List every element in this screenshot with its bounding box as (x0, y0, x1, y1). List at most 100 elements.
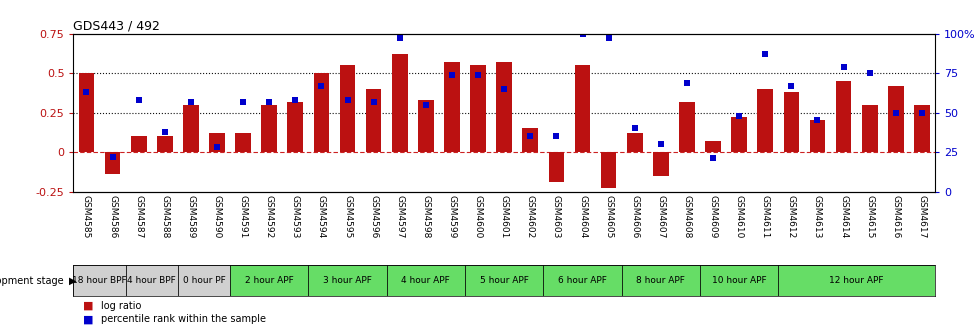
Bar (652, 152, 668, 176)
Text: log ratio: log ratio (101, 301, 141, 311)
Point (652, 141, 668, 147)
Bar (887, 86, 903, 152)
Text: percentile rank within the sample: percentile rank within the sample (101, 314, 266, 324)
Point (313, 83, 329, 88)
Text: GSM4610: GSM4610 (734, 195, 743, 239)
Point (574, 31, 590, 36)
Text: 6 hour APF: 6 hour APF (557, 276, 606, 285)
Text: 18 hour BPF: 18 hour BPF (72, 276, 127, 285)
Text: GSM4611: GSM4611 (760, 195, 769, 239)
Point (288, 97, 303, 102)
Bar (78, 73, 94, 152)
Point (704, 156, 720, 161)
Text: GSM4604: GSM4604 (577, 195, 587, 239)
Bar (704, 141, 720, 152)
Bar (313, 73, 329, 152)
Bar (465, 265, 543, 296)
Bar (574, 65, 590, 152)
Text: GSM4588: GSM4588 (160, 195, 169, 239)
Bar (757, 89, 773, 152)
Text: GSM4590: GSM4590 (212, 195, 221, 239)
Point (861, 71, 876, 76)
Bar (131, 136, 147, 152)
Point (731, 113, 746, 118)
Text: GSM4601: GSM4601 (499, 195, 509, 239)
Text: GSM4591: GSM4591 (239, 195, 247, 239)
Text: GSM4598: GSM4598 (421, 195, 430, 239)
Bar (178, 265, 230, 296)
Text: GSM4597: GSM4597 (395, 195, 404, 239)
Text: GSM4600: GSM4600 (473, 195, 482, 239)
Point (183, 99, 199, 104)
Point (757, 51, 773, 57)
Bar (73, 265, 125, 296)
Text: 5 hour APF: 5 hour APF (479, 276, 528, 285)
Text: GSM4614: GSM4614 (838, 195, 847, 239)
Bar (621, 265, 699, 296)
Text: GSM4594: GSM4594 (317, 195, 326, 239)
Bar (391, 54, 407, 152)
Bar (778, 265, 934, 296)
Bar (209, 133, 225, 152)
Bar (548, 152, 563, 182)
Point (600, 36, 616, 41)
Bar (731, 117, 746, 152)
Bar (105, 152, 120, 174)
Text: GSM4603: GSM4603 (552, 195, 560, 239)
Text: GSM4613: GSM4613 (812, 195, 822, 239)
Bar (339, 65, 355, 152)
Text: GSM4606: GSM4606 (630, 195, 639, 239)
Bar (809, 121, 824, 152)
Point (78, 89, 94, 95)
Text: GSM4616: GSM4616 (890, 195, 900, 239)
Point (209, 144, 225, 150)
Point (366, 99, 381, 104)
Text: GSM4596: GSM4596 (369, 195, 378, 239)
Text: 3 hour APF: 3 hour APF (323, 276, 372, 285)
Point (469, 72, 485, 77)
Bar (418, 100, 433, 152)
Point (105, 154, 120, 160)
Text: GSM4612: GSM4612 (786, 195, 795, 239)
Text: GSM4585: GSM4585 (82, 195, 91, 239)
Point (418, 102, 433, 108)
Bar (626, 133, 642, 152)
Bar (913, 105, 929, 152)
Bar (600, 152, 616, 188)
Bar (782, 92, 798, 152)
Text: GSM4599: GSM4599 (447, 195, 456, 239)
Text: GSM4615: GSM4615 (865, 195, 873, 239)
Point (496, 86, 511, 91)
Text: GSM4617: GSM4617 (916, 195, 925, 239)
Point (835, 64, 851, 70)
Text: GSM4586: GSM4586 (108, 195, 117, 239)
Text: 10 hour APF: 10 hour APF (711, 276, 766, 285)
Bar (679, 101, 694, 152)
Bar (125, 265, 178, 296)
Point (339, 97, 355, 102)
Point (913, 110, 929, 115)
Point (235, 99, 250, 104)
Text: GSM4589: GSM4589 (186, 195, 196, 239)
Text: ■: ■ (83, 301, 94, 311)
Point (444, 72, 460, 77)
Text: ▶: ▶ (68, 276, 76, 286)
Text: GSM4608: GSM4608 (682, 195, 690, 239)
Text: GSM4602: GSM4602 (525, 195, 534, 239)
Bar (183, 105, 199, 152)
Text: GDS443 / 492: GDS443 / 492 (73, 19, 160, 33)
Point (626, 126, 642, 131)
Text: GSM4593: GSM4593 (290, 195, 299, 239)
Text: 8 hour APF: 8 hour APF (636, 276, 685, 285)
Bar (261, 105, 277, 152)
Bar (235, 133, 250, 152)
Bar (469, 65, 485, 152)
Bar (288, 101, 303, 152)
Point (887, 110, 903, 115)
Text: GSM4587: GSM4587 (134, 195, 143, 239)
Point (261, 99, 277, 104)
Point (679, 80, 694, 85)
Bar (835, 81, 851, 152)
Text: GSM4595: GSM4595 (342, 195, 352, 239)
Point (522, 133, 538, 139)
